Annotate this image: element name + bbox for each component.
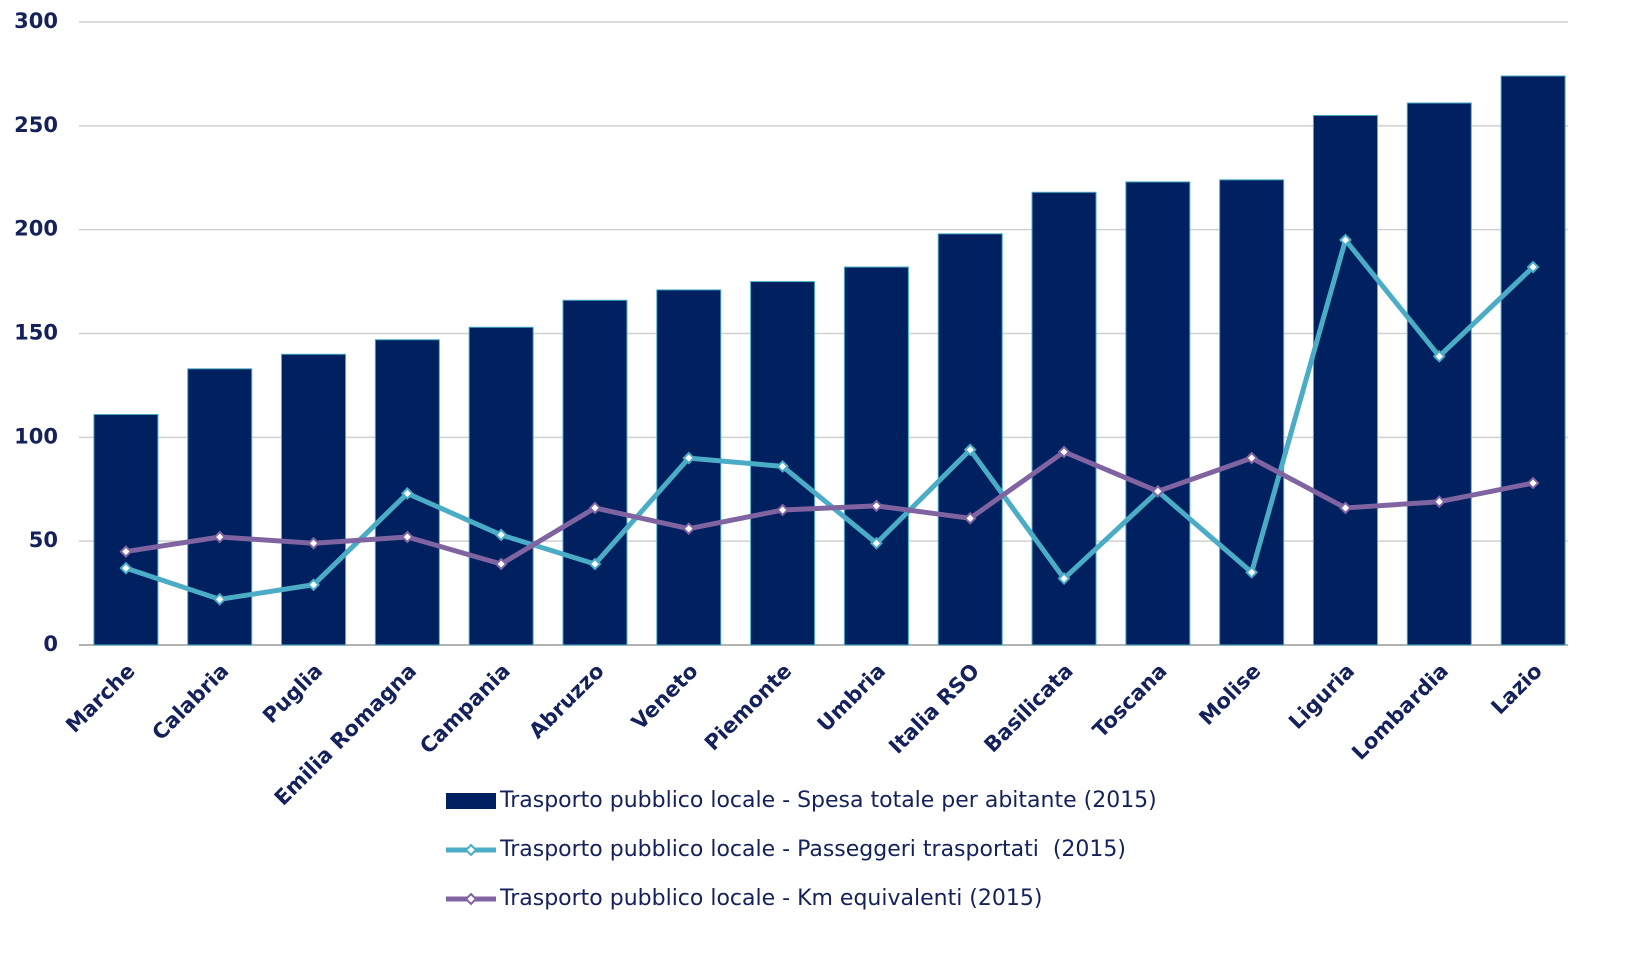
x-tick-label: Piemonte [700, 659, 796, 755]
marker [1526, 476, 1540, 490]
marker [213, 592, 227, 606]
marker [1057, 445, 1071, 459]
bar [93, 413, 159, 646]
marker [1245, 565, 1259, 579]
marker [400, 530, 414, 544]
x-tick-label: Marche [61, 659, 140, 738]
y-tick-label: 150 [14, 321, 58, 345]
marker [1339, 501, 1352, 515]
x-tick-label: Toscana [1088, 659, 1172, 743]
marker [307, 536, 320, 550]
x-tick-label: Liguria [1284, 659, 1359, 734]
marker [1432, 349, 1446, 363]
bar [1312, 114, 1378, 646]
legend-label: Trasporto pubblico locale - Km equivalen… [499, 886, 1042, 911]
marker [776, 459, 790, 473]
marker [1151, 484, 1165, 498]
marker [682, 522, 696, 536]
marker [494, 557, 508, 571]
bar [1031, 191, 1097, 646]
marker [682, 451, 696, 465]
marker [1245, 451, 1259, 465]
x-tick-label: Calabria [147, 659, 233, 745]
x-tick-label: Lazio [1486, 659, 1546, 719]
x-tick-label: Abruzzo [524, 659, 608, 743]
line [125, 449, 1534, 567]
legend-label: Trasporto pubblico locale - Passeggeri t… [499, 837, 1126, 862]
x-tick-label: Lombardia [1347, 659, 1453, 765]
marker [963, 443, 977, 457]
marker [494, 528, 508, 542]
bar [1406, 102, 1472, 646]
marker [1432, 495, 1446, 509]
bar [1500, 75, 1566, 646]
marker [119, 545, 133, 558]
marker [588, 501, 602, 515]
y-tick-label: 300 [14, 9, 58, 33]
marker [588, 557, 602, 571]
y-tick-label: 200 [14, 217, 58, 241]
bar [562, 299, 628, 646]
bar [468, 326, 534, 646]
y-tick-label: 100 [14, 424, 58, 448]
y-tick-label: 50 [29, 528, 58, 552]
bar [1125, 181, 1191, 646]
bar [281, 353, 347, 646]
marker [213, 530, 227, 544]
marker [400, 486, 414, 500]
marker [1339, 233, 1352, 247]
bar [656, 289, 722, 646]
marker [307, 578, 320, 592]
x-tick-label: Campania [415, 659, 515, 759]
marker [776, 503, 790, 517]
x-tick-label: Italia RSO [884, 659, 984, 759]
bar [843, 266, 909, 646]
y-tick-label: 0 [43, 632, 58, 656]
marker [1526, 260, 1540, 274]
marker [963, 511, 977, 525]
x-tick-label: Puglia [258, 659, 327, 728]
x-tick-label: Molise [1194, 659, 1265, 730]
marker [869, 536, 883, 550]
marker [869, 499, 883, 513]
legend-swatch [446, 793, 496, 809]
bar [937, 233, 1003, 646]
x-tick-label: Umbria [813, 659, 891, 737]
marker [1057, 572, 1071, 585]
marker [119, 561, 133, 575]
legend-label: Trasporto pubblico locale - Spesa totale… [499, 788, 1157, 813]
x-tick-label: Veneto [627, 659, 703, 735]
legend-marker [464, 892, 478, 906]
x-tick-label: Basilicata [979, 659, 1077, 757]
legend-marker [464, 843, 478, 857]
y-tick-label: 250 [14, 113, 58, 137]
